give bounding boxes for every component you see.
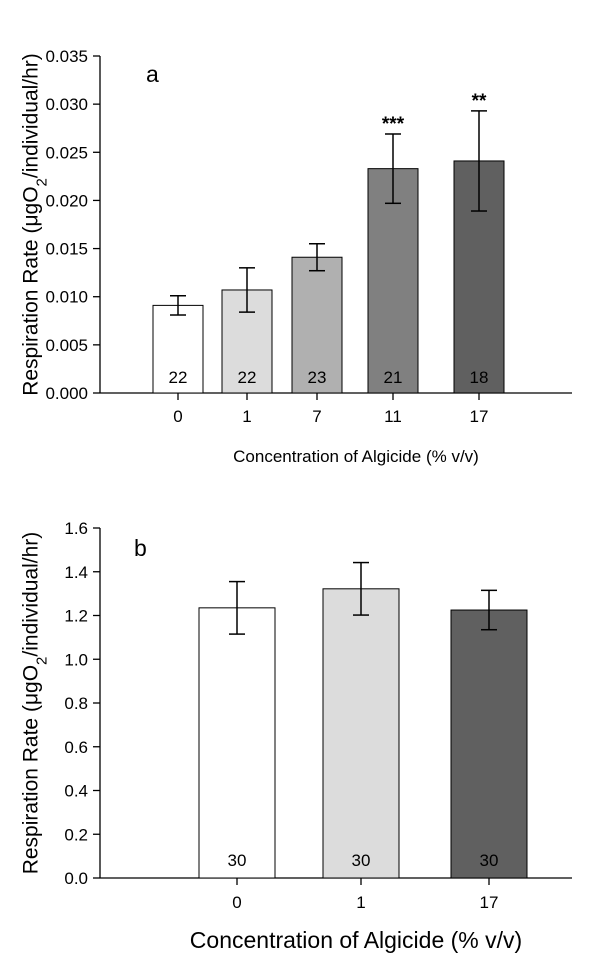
panel-b-y-tick-label: 0.8 [64, 694, 88, 713]
panel-b-bar [450, 609, 528, 879]
panel-a-significance-label: ** [472, 91, 487, 112]
panel-a-y-tick-label: 0.000 [45, 384, 88, 403]
panel-b-panel-label: b [134, 535, 147, 561]
panel-b-x-tick-label: 0 [232, 893, 241, 912]
panel-a-y-tick-label: 0.015 [45, 240, 88, 259]
panel-a-y-tick-label: 0.030 [45, 95, 88, 114]
panel-b-x-tick-label: 17 [480, 893, 499, 912]
panel-b-bar [198, 607, 276, 879]
panel-b-y-tick-label: 1.6 [64, 519, 88, 538]
panel-b-y-tick-label: 0.6 [64, 738, 88, 757]
panel-a-y-tick-label: 0.025 [45, 143, 88, 162]
panel-a-sample-size-label: 18 [470, 368, 489, 387]
panel-b-y-axis-title: Respiration Rate (μgO2/individual/hr) [19, 532, 50, 875]
panel-a-chart: 0.000 0.005 0.010 0.015 0.020 0.025 0.030 0.035… [19, 47, 572, 466]
panel-b-sample-size-label: 30 [480, 851, 499, 870]
panel-a-y-axis-title: Respiration Rate (μgO2/individual/hr) [19, 53, 50, 396]
panel-a-sample-size-label: 21 [384, 368, 403, 387]
panel-b-y-tick-label: 1.4 [64, 563, 88, 582]
panel-b-x-axis-title: Concentration of Algicide (% v/v) [190, 927, 522, 953]
panel-b-x-tick-label: 1 [356, 893, 365, 912]
panel-a-y-tick-label: 0.020 [45, 191, 88, 210]
panel-a-x-tick-label: 11 [384, 407, 402, 426]
panel-a-y-tick-label: 0.005 [45, 336, 88, 355]
panel-a-sample-size-label: 22 [169, 368, 188, 387]
panel-a-x-tick-label: 7 [312, 407, 321, 426]
panel-b-y-tick-label: 0.0 [64, 869, 88, 888]
panel-a-x-tick-label: 1 [242, 407, 251, 426]
panel-a-significance-label: *** [382, 114, 405, 135]
panel-a-sample-size-label: 22 [238, 368, 257, 387]
panel-a-y-tick-label: 0.010 [45, 288, 88, 307]
panel-a-x-tick-label: 17 [470, 407, 489, 426]
panel-a-x-axis-title: Concentration of Algicide (% v/v) [233, 447, 479, 466]
panel-b-y-tick-label: 1.0 [64, 650, 88, 669]
panel-a-panel-label: a [146, 61, 159, 87]
panel-b-bar [322, 588, 400, 879]
panel-b-y-tick-label: 1.2 [64, 607, 88, 626]
panel-a-x-tick-label: 0 [173, 407, 182, 426]
panel-b-chart: 0.0 0.2 0.4 0.6 0.8 1.0 1.2 1.4 1.6 0 30 1 30 17 30 b Co… [19, 519, 572, 953]
panel-b-y-tick-label: 0.4 [64, 782, 88, 801]
panel-a-y-tick-label: 0.035 [45, 47, 88, 66]
panel-b-sample-size-label: 30 [228, 851, 247, 870]
panel-b-y-tick-label: 0.2 [64, 825, 88, 844]
panel-b-sample-size-label: 30 [352, 851, 371, 870]
panel-a-sample-size-label: 23 [308, 368, 327, 387]
